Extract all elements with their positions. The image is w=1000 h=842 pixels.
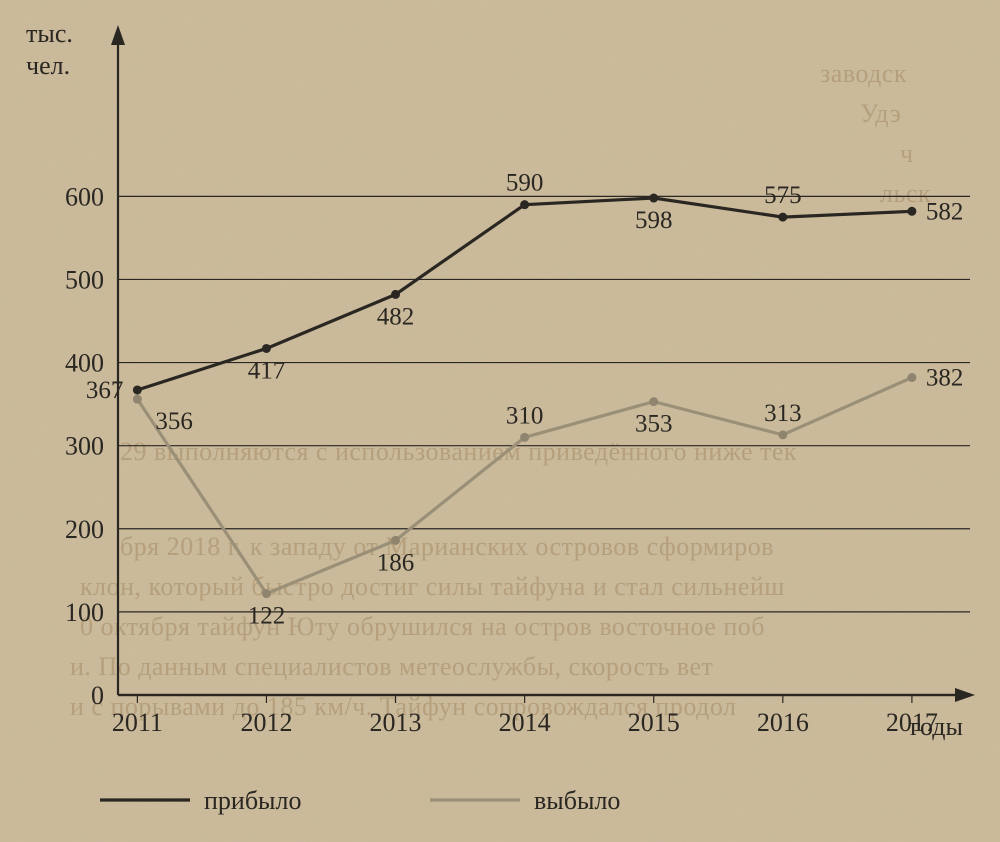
series-marker-arrived	[907, 207, 916, 216]
data-label-left: 186	[377, 549, 415, 576]
svg-text:заводск: заводск	[820, 59, 907, 88]
series-marker-left	[649, 397, 658, 406]
svg-text:бря 2018 г. к западу от М: бря 2018 г. к западу от Марианских остро…	[120, 532, 774, 561]
data-label-left: 310	[506, 402, 544, 429]
series-marker-left	[133, 395, 142, 404]
series-marker-left	[262, 589, 271, 598]
svg-text:Удэ: Удэ	[860, 99, 901, 128]
data-label-left: 122	[248, 603, 286, 630]
y-tick-label: 100	[65, 598, 104, 627]
legend-label-arrived: прибыло	[204, 786, 302, 815]
y-axis-title: тыс.	[26, 19, 73, 48]
y-tick-label: 0	[91, 681, 104, 710]
data-label-left: 356	[155, 408, 193, 435]
series-marker-left	[391, 536, 400, 545]
data-label-arrived: 417	[248, 357, 286, 384]
data-label-arrived: 582	[926, 198, 964, 225]
chart-svg: заводск Удэ ч льск 29 выполняются с использо…	[0, 0, 1000, 842]
y-tick-label: 500	[65, 265, 104, 294]
svg-text:льск: льск	[880, 179, 931, 208]
data-label-left: 313	[764, 400, 802, 427]
data-label-arrived: 367	[86, 377, 124, 404]
y-tick-label: 200	[65, 515, 104, 544]
chart-container: заводск Удэ ч льск 29 выполняются с использо…	[0, 0, 1000, 842]
svg-text:и. По данным специалистов: и. По данным специалистов метеослужбы, с…	[70, 652, 713, 681]
legend-label-left: выбыло	[534, 786, 620, 815]
data-label-arrived: 598	[635, 207, 673, 234]
svg-text:клон, который быстро достиг: клон, который быстро достиг силы тайфуна…	[80, 572, 785, 601]
series-marker-arrived	[391, 290, 400, 299]
data-label-arrived: 590	[506, 170, 544, 197]
x-tick-label: 2012	[240, 708, 292, 737]
series-marker-left	[778, 430, 787, 439]
x-axis-title: годы	[910, 712, 963, 741]
data-label-left: 353	[635, 411, 673, 438]
x-tick-label: 2011	[112, 708, 163, 737]
x-tick-label: 2013	[370, 708, 422, 737]
y-tick-label: 400	[65, 349, 104, 378]
data-label-arrived: 482	[377, 303, 415, 330]
series-marker-arrived	[520, 200, 529, 209]
y-tick-label: 600	[65, 182, 104, 211]
svg-text:ч: ч	[900, 139, 914, 168]
svg-text:29 выполняются с использование: 29 выполняются с использованием приведён…	[120, 437, 797, 466]
y-axis-title: чел.	[26, 51, 70, 80]
data-label-arrived: 575	[764, 182, 802, 209]
series-marker-arrived	[778, 213, 787, 222]
x-tick-label: 2014	[499, 708, 551, 737]
x-tick-label: 2016	[757, 708, 809, 737]
series-marker-left	[907, 373, 916, 382]
y-tick-label: 300	[65, 432, 104, 461]
series-marker-arrived	[133, 385, 142, 394]
series-marker-arrived	[649, 194, 658, 203]
data-label-left: 382	[926, 365, 964, 392]
svg-text:0 октября тайфун Юту обруш: 0 октября тайфун Юту обрушился на остров…	[80, 612, 765, 641]
series-marker-left	[520, 433, 529, 442]
x-tick-label: 2015	[628, 708, 680, 737]
series-marker-arrived	[262, 344, 271, 353]
